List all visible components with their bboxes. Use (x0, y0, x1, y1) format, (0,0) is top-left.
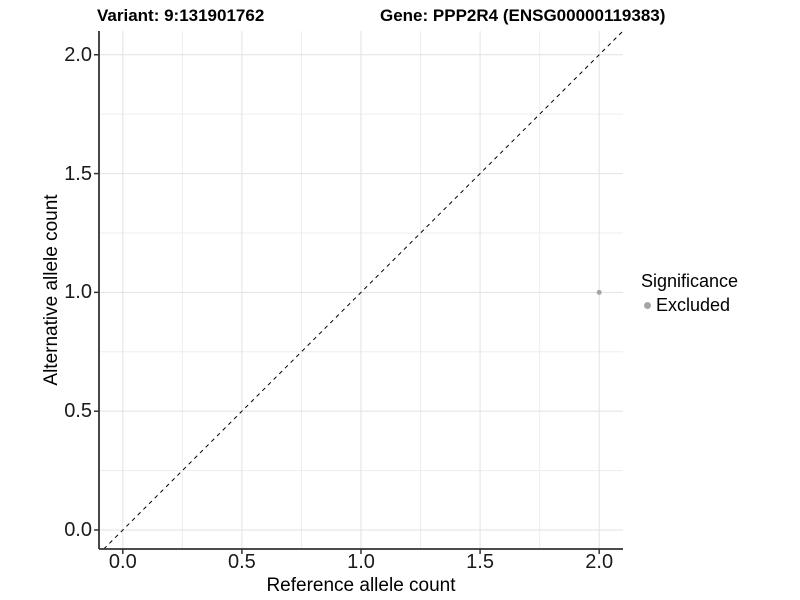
legend-item-label: Excluded (656, 294, 731, 315)
y-tick-label-0.0: 0.0 (64, 518, 92, 541)
x-tick-label-0.5: 0.5 (228, 551, 256, 573)
y-tick-label-2.0: 2.0 (64, 43, 92, 66)
x-tick-label-1.0: 1.0 (347, 551, 375, 573)
legend-key-dot-icon (644, 301, 651, 309)
identity-dashed-line (103, 30, 624, 550)
x-axis-title: Reference allele count (266, 575, 456, 596)
y-tick-label-1.0: 1.0 (64, 281, 92, 304)
x-tick-label-0.0: 0.0 (108, 551, 137, 573)
legend-title: Significance (641, 271, 739, 291)
plot-panel (94, 30, 624, 554)
data-point-excluded (596, 289, 602, 295)
x-tick-label-2.0: 2.0 (585, 551, 614, 573)
y-tick-label-1.5: 1.5 (64, 162, 92, 185)
legend-items: Excluded (641, 295, 738, 315)
plot-canvas (94, 30, 624, 554)
legend: Significance Excluded (641, 271, 738, 315)
y-tick-label-0.5: 0.5 (64, 400, 92, 423)
gene-title: Gene: PPP2R4 (ENSG00000119383) (380, 6, 666, 25)
variant-title: Variant: 9:131901762 (97, 6, 265, 25)
x-tick-label-1.5: 1.5 (466, 551, 494, 573)
legend-item-excluded: Excluded (641, 295, 738, 315)
